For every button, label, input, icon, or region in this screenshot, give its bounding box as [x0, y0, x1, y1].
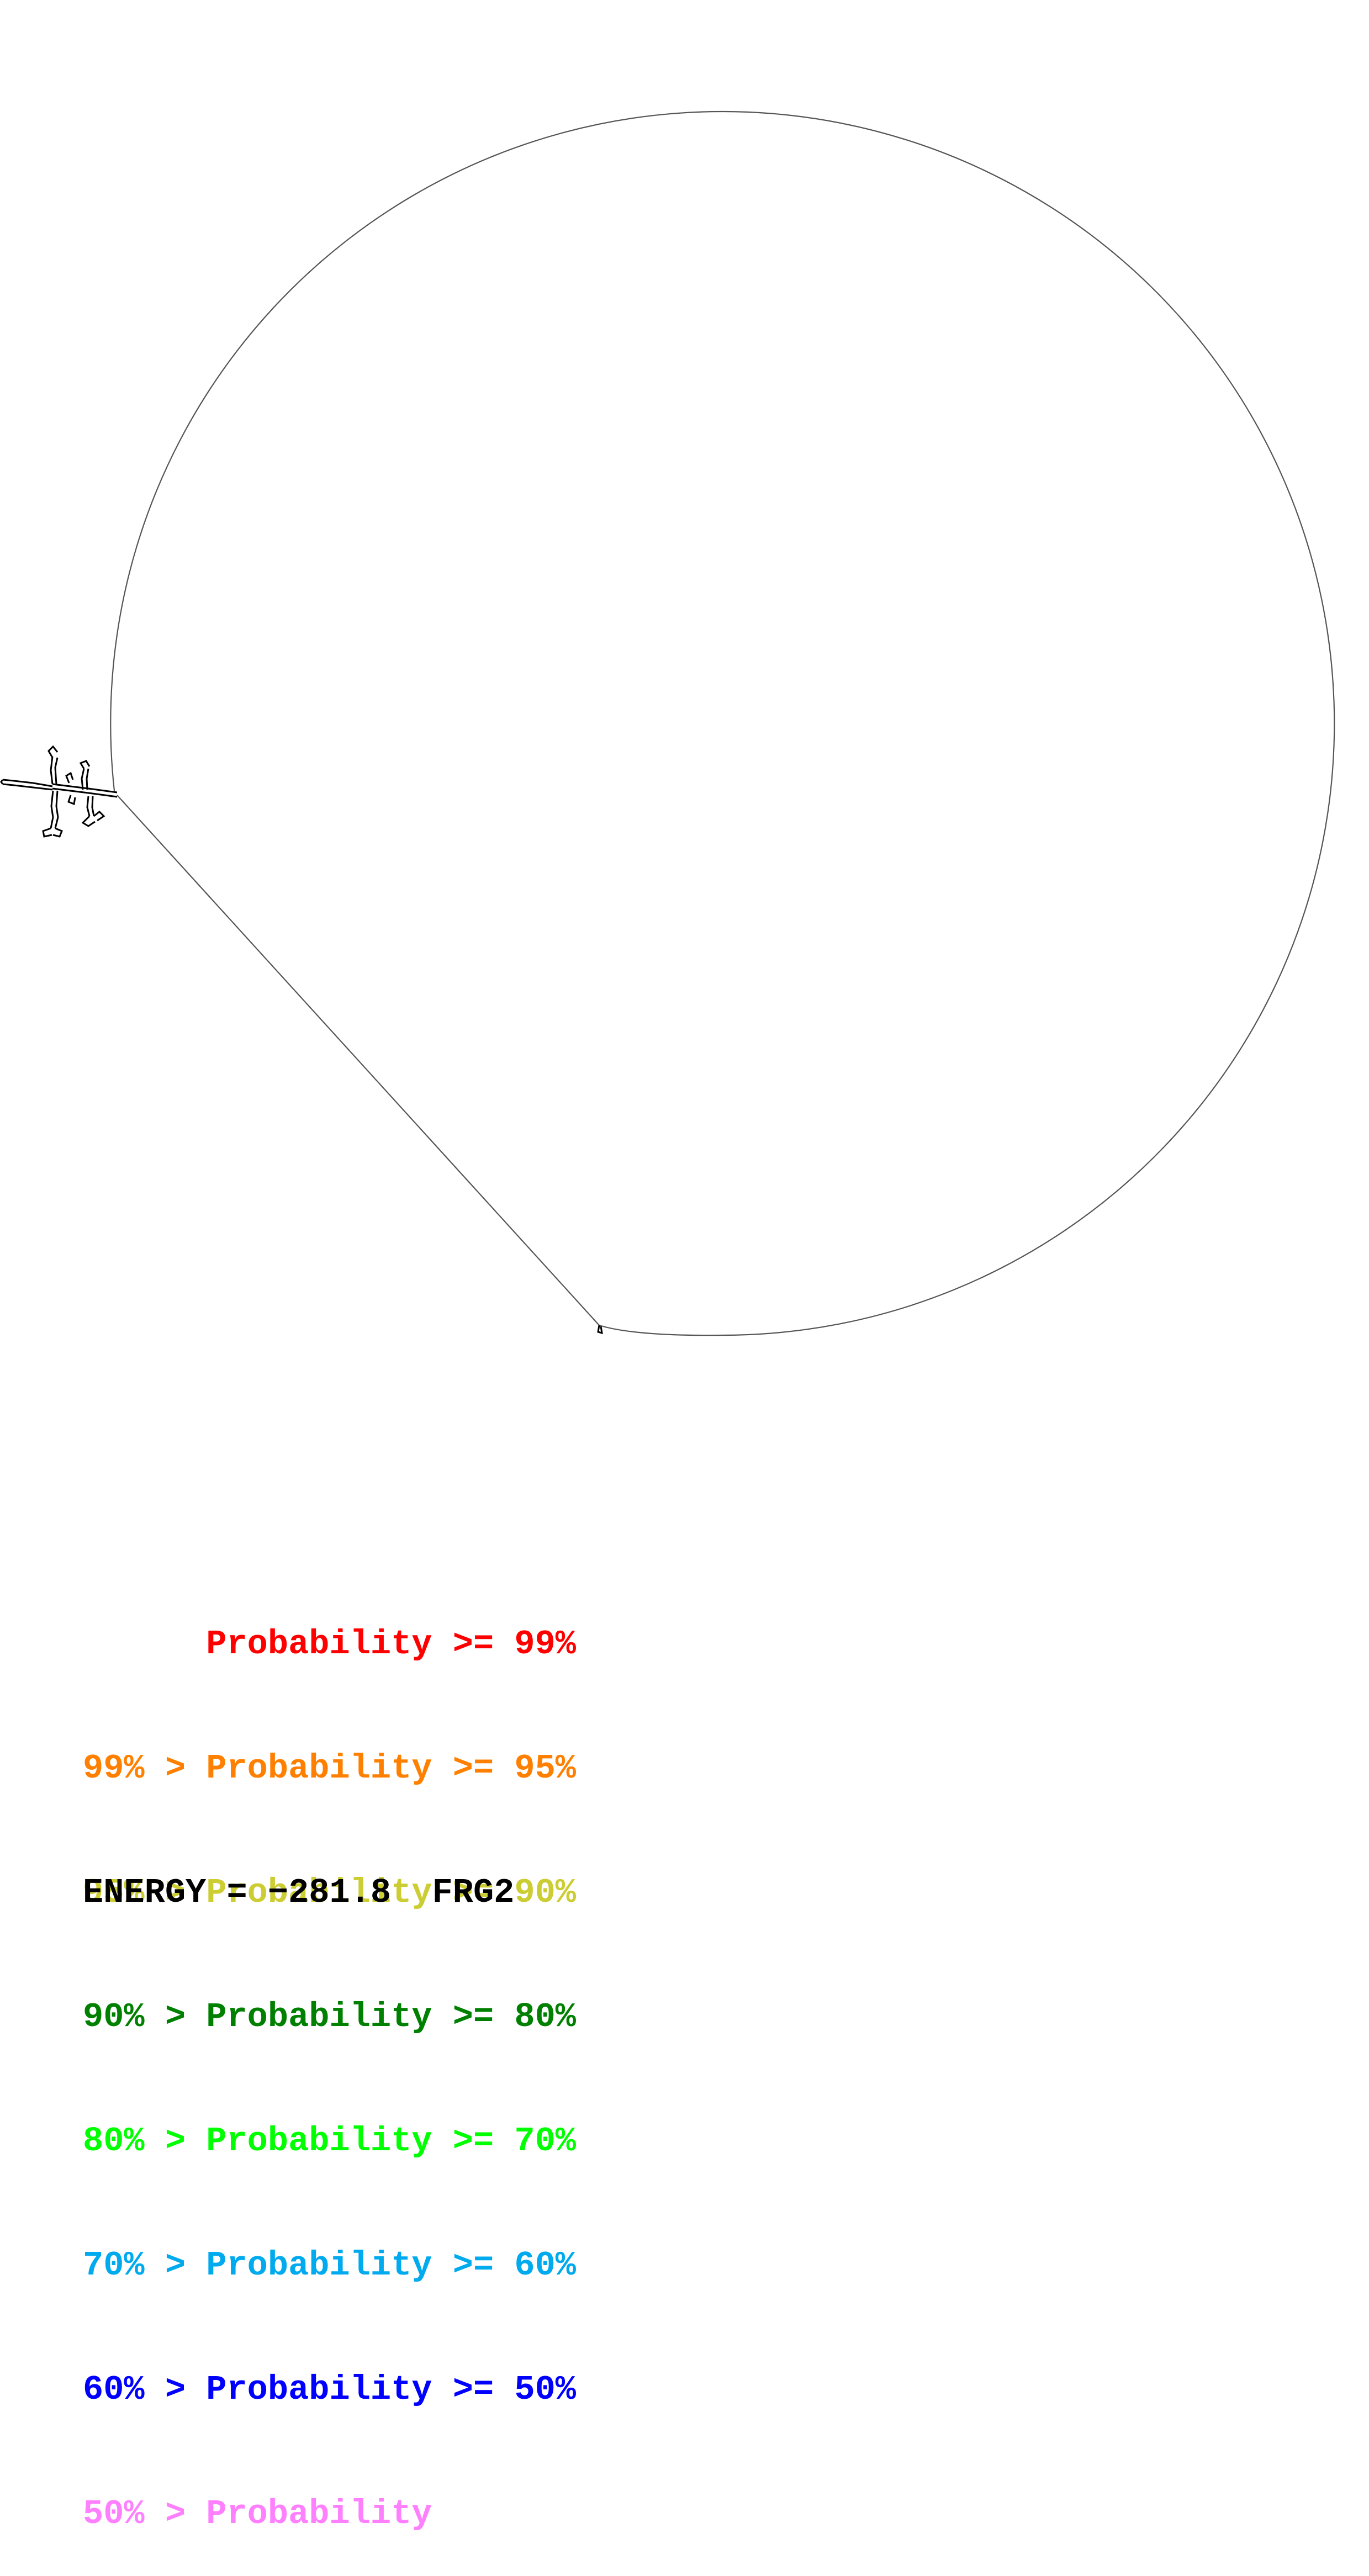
energy-value: −281.8 [267, 1873, 392, 1912]
backbone-strand [117, 795, 724, 1336]
energy-label: ENERGY = [83, 1873, 247, 1912]
small-hairpin [597, 1325, 603, 1335]
legend-row: 95% > Probability >= 90% [83, 1873, 576, 1912]
probability-legend: Probability >= 99% 99% > Probability >= … [83, 1541, 576, 2576]
legend-row: Probability >= 99% [206, 1625, 576, 1664]
legend-label: Probability [206, 1873, 432, 1912]
legend-label: Probability [206, 2494, 432, 2533]
legend-label: Probability [206, 1749, 432, 1788]
legend-label: Probability [206, 1625, 432, 1664]
legend-label: Probability [206, 1997, 432, 2037]
legend-label: Probability [206, 2122, 432, 2161]
legend-row: 60% > Probability >= 50% [83, 2370, 576, 2409]
legend-row: 90% > Probability >= 80% [83, 1997, 576, 2037]
energy-footer: ENERGY = −281.8 FRG2 [83, 1872, 514, 1913]
legend-label: Probability [206, 2370, 432, 2409]
helix-cluster [0, 745, 118, 838]
backbone-loop [110, 110, 1335, 1336]
legend-row: 50% > Probability [83, 2494, 432, 2533]
legend-row: 99% > Probability >= 95% [83, 1749, 576, 1788]
rna-secondary-structure-diagram [0, 110, 1335, 1336]
legend-label: Probability [206, 2246, 432, 2285]
structure-name: FRG2 [432, 1873, 515, 1912]
legend-row: 70% > Probability >= 60% [83, 2246, 576, 2285]
legend-row: 80% > Probability >= 70% [83, 2122, 576, 2161]
